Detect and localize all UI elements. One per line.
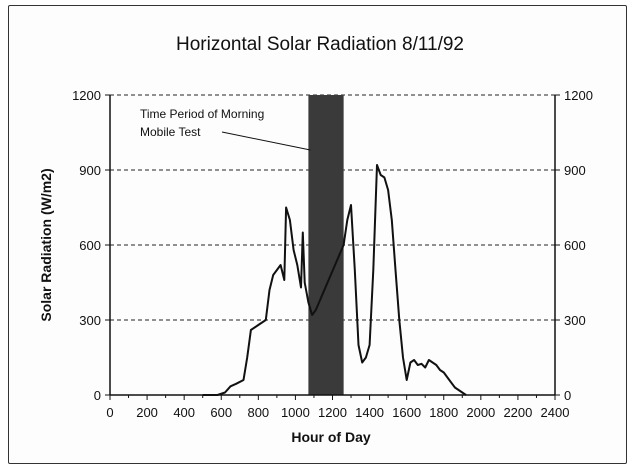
x-tick-label: 1800 — [429, 405, 458, 420]
y-tick-label-right: 0 — [564, 388, 571, 403]
y-tick-label-left: 900 — [79, 163, 101, 178]
x-tick-label: 1000 — [281, 405, 310, 420]
x-axis-label: Hour of Day — [291, 429, 371, 445]
y-tick-label-left: 1200 — [72, 88, 101, 103]
axes — [105, 94, 560, 400]
series-line — [202, 164, 467, 396]
x-tick-label: 800 — [247, 405, 269, 420]
y-tick-label-right: 1200 — [564, 88, 593, 103]
annotation-text-line: Mobile Test — [140, 125, 201, 139]
annotation-text-line: Time Period of Morning — [140, 107, 264, 121]
y-tick-label-right: 600 — [564, 238, 586, 253]
x-tick-label: 2000 — [466, 405, 495, 420]
mobile-test-period — [308, 95, 344, 395]
x-tick-label: 1400 — [355, 405, 384, 420]
x-tick-label: 400 — [173, 405, 195, 420]
x-tick-label: 0 — [106, 405, 113, 420]
shaded-band — [308, 95, 344, 395]
x-tick-label: 600 — [210, 405, 232, 420]
y-tick-label-right: 900 — [564, 163, 586, 178]
x-tick-label: 1200 — [318, 405, 347, 420]
x-tick-label: 200 — [136, 405, 158, 420]
solar-radiation-line — [202, 164, 467, 396]
y-tick-label-right: 300 — [564, 313, 586, 328]
tick-labels: 0 200 400 600 800 1000 1200 1400 1600 1800 2000 220… — [72, 88, 593, 420]
x-tick-label: 2200 — [503, 405, 532, 420]
y-tick-label-left: 300 — [79, 313, 101, 328]
y-axis-label: Solar Radiation (W/m2) — [38, 168, 54, 321]
annotation: Time Period of Morning Mobile Test — [140, 107, 311, 151]
x-tick-label: 2400 — [541, 405, 570, 420]
y-tick-label-left: 600 — [79, 238, 101, 253]
annotation-leader — [221, 131, 311, 151]
x-tick-label: 1600 — [392, 405, 421, 420]
chart-title: Horizontal Solar Radiation 8/11/92 — [176, 34, 464, 55]
y-tick-label-left: 0 — [94, 388, 101, 403]
